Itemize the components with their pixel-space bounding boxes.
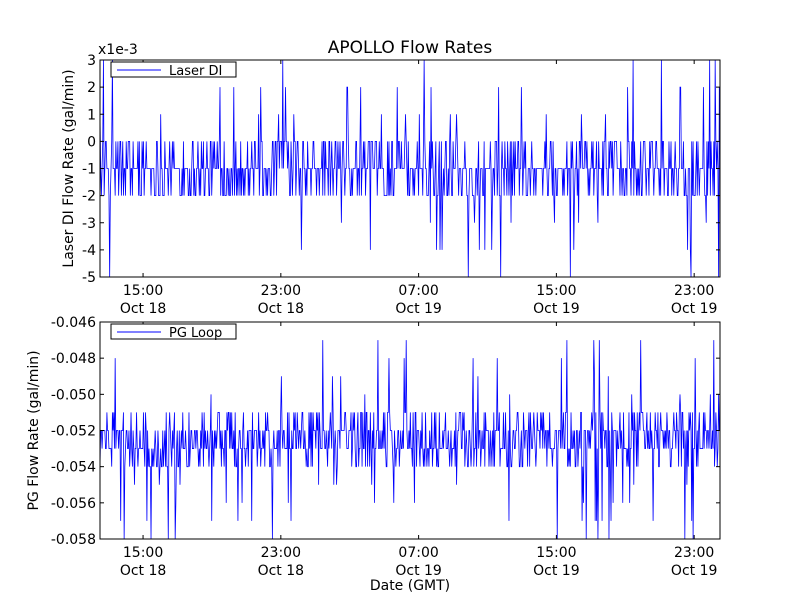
laser-di-series-line bbox=[100, 60, 720, 277]
x-tick-time-label: 23:00 bbox=[674, 283, 714, 299]
pg-loop-series-line bbox=[100, 340, 720, 539]
y-tick-label: 3 bbox=[87, 53, 96, 69]
x-tick-date-label: Oct 18 bbox=[120, 563, 166, 579]
x-tick-date-label: Oct 18 bbox=[120, 301, 166, 317]
x-tick-time-label: 23:00 bbox=[674, 545, 714, 561]
series-line-laser-di bbox=[100, 60, 720, 277]
laser-di-x-ticks: 15:00 Oct 18 23:00 Oct 18 07:00 Oct 19 15:00 Oc… bbox=[120, 60, 717, 317]
x-tick-date-label: Oct 19 bbox=[533, 563, 579, 579]
laser-di-panel: -5 -4 -3 -2 -1 0 1 2 3 15:00 Oct 18 23:00 Oct 18 07:… bbox=[61, 42, 721, 317]
laser-di-y-ticks: -5 -4 -3 -2 -1 0 1 2 3 bbox=[82, 53, 720, 286]
y-tick-label: 0 bbox=[87, 134, 96, 150]
laser-di-legend-box bbox=[110, 61, 237, 78]
pg-loop-panel: -0.058 -0.056 -0.054 -0.052 -0.050 -0.048 -0.0… bbox=[26, 315, 721, 579]
series-line-pg-loop bbox=[100, 340, 720, 539]
x-tick-time-label: 15:00 bbox=[536, 283, 576, 299]
y-tick-label: -0.054 bbox=[51, 460, 96, 476]
pg-loop-y-axis-label: PG Flow Rate (gal/min) bbox=[26, 350, 42, 510]
y-tick-label: -0.050 bbox=[51, 387, 96, 403]
y-tick-label: 2 bbox=[87, 80, 96, 96]
y-tick-label: -0.052 bbox=[51, 424, 96, 440]
y-tick-label: -0.046 bbox=[51, 315, 96, 331]
x-tick-time-label: 23:00 bbox=[261, 545, 301, 561]
y-tick-label: -0.058 bbox=[51, 532, 96, 548]
y-tick-label: -1 bbox=[82, 162, 96, 178]
laser-di-legend-label: Laser DI bbox=[169, 64, 222, 79]
laser-di-y-axis-label: Laser DI Flow Rate (gal/min) bbox=[61, 69, 77, 267]
x-tick-date-label: Oct 19 bbox=[671, 563, 717, 579]
y-tick-label: -0.056 bbox=[51, 496, 96, 512]
y-tick-label: 1 bbox=[87, 107, 96, 123]
x-tick-time-label: 07:00 bbox=[398, 545, 438, 561]
laser-di-legend: Laser DI bbox=[110, 61, 237, 79]
y-tick-label: -4 bbox=[82, 243, 96, 259]
y-tick-label: -3 bbox=[82, 216, 96, 232]
y-tick-label: -2 bbox=[82, 189, 96, 205]
laser-di-y-offset-label: x1e-3 bbox=[98, 42, 138, 58]
x-tick-time-label: 15:00 bbox=[123, 283, 163, 299]
x-tick-date-label: Oct 19 bbox=[395, 301, 441, 317]
y-tick-label: -0.048 bbox=[51, 351, 96, 367]
pg-loop-legend-box bbox=[110, 323, 237, 340]
x-tick-time-label: 07:00 bbox=[398, 283, 438, 299]
x-axis-label: Date (GMT) bbox=[370, 578, 450, 594]
x-tick-date-label: Oct 19 bbox=[533, 301, 579, 317]
figure-title: APOLLO Flow Rates bbox=[328, 38, 493, 58]
y-tick-label: -5 bbox=[82, 270, 96, 286]
pg-loop-legend-label: PG Loop bbox=[169, 326, 222, 341]
x-tick-time-label: 23:00 bbox=[261, 283, 301, 299]
x-tick-date-label: Oct 19 bbox=[395, 563, 441, 579]
x-tick-time-label: 15:00 bbox=[536, 545, 576, 561]
x-tick-date-label: Oct 19 bbox=[671, 301, 717, 317]
x-tick-date-label: Oct 18 bbox=[258, 563, 304, 579]
pg-loop-legend: PG Loop bbox=[110, 323, 237, 341]
pg-loop-y-ticks: -0.058 -0.056 -0.054 -0.052 -0.050 -0.048 -0.0… bbox=[51, 315, 720, 548]
x-tick-time-label: 15:00 bbox=[123, 545, 163, 561]
pg-loop-x-ticks: 15:00 Oct 18 23:00 Oct 18 07:00 Oct 19 15:00 Oc… bbox=[120, 322, 717, 579]
x-tick-date-label: Oct 18 bbox=[258, 301, 304, 317]
